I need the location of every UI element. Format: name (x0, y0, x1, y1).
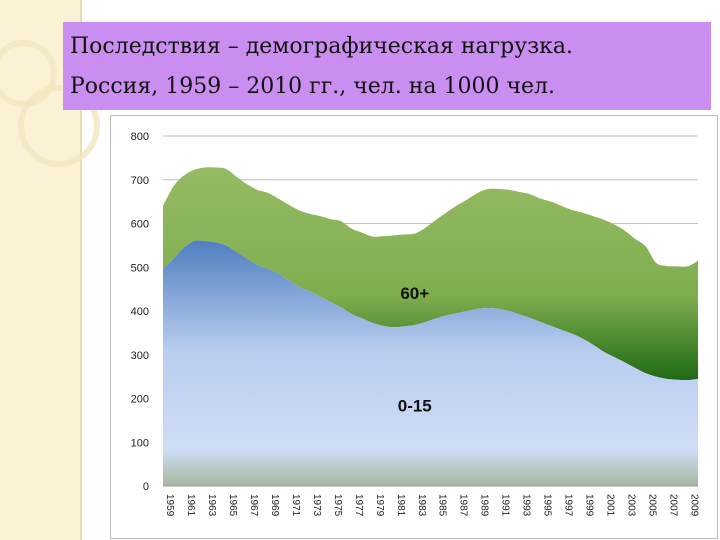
chart-frame: 0 100 200 300 400 500 600 700 800 1959 1961 1963 196… (110, 115, 718, 539)
x-tick-label: 1997 (563, 494, 574, 517)
x-tick-label: 1999 (584, 494, 595, 517)
y-tick-label: 400 (131, 306, 149, 318)
x-tick-label: 1967 (248, 494, 259, 517)
x-tick-label: 1983 (416, 494, 427, 517)
y-tick-label: 500 (131, 262, 149, 274)
annotation-60-plus: 60+ (400, 284, 429, 303)
x-tick-label: 1993 (521, 494, 532, 517)
y-tick-label: 200 (131, 394, 149, 406)
x-tick-label: 2001 (605, 494, 616, 517)
x-tick-label: 1987 (458, 494, 469, 517)
stacked-area-chart: 0 100 200 300 400 500 600 700 800 1959 1961 1963 196… (131, 131, 700, 517)
x-tick-label: 1991 (500, 494, 511, 517)
x-tick-label: 1989 (479, 494, 490, 517)
decorative-circle (18, 85, 100, 167)
x-tick-label: 1959 (164, 494, 175, 517)
x-tick-label: 1973 (311, 494, 322, 517)
y-tick-label: 700 (131, 175, 149, 187)
title-banner (63, 22, 711, 110)
x-tick-label: 2005 (647, 494, 658, 517)
y-tick-label: 300 (131, 350, 149, 362)
slide-title-line-2: Россия, 1959 – 2010 гг., чел. на 1000 че… (70, 74, 556, 99)
y-tick-label: 0 (143, 481, 149, 493)
x-tick-label: 2003 (626, 494, 637, 517)
y-tick-label: 600 (131, 219, 149, 231)
x-tick-label: 1975 (332, 494, 343, 517)
x-tick-label: 1965 (227, 494, 238, 517)
x-tick-label: 2009 (689, 494, 700, 517)
x-tick-label: 1979 (374, 494, 385, 517)
x-tick-label: 1963 (206, 494, 217, 517)
slide-title-line-1: Последствия – демографическая нагрузка. (70, 34, 574, 59)
x-tick-label: 1971 (290, 494, 301, 517)
x-tick-label: 1995 (542, 494, 553, 517)
x-tick-label: 2007 (668, 494, 679, 517)
y-tick-label: 100 (131, 437, 149, 449)
x-tick-label: 1977 (353, 494, 364, 517)
x-tick-label: 1969 (269, 494, 280, 517)
area-series-0-15 (163, 240, 698, 486)
x-tick-label: 1981 (395, 494, 406, 517)
x-tick-label: 1961 (185, 494, 196, 517)
decorative-circle (0, 40, 57, 107)
annotation-0-15: 0-15 (398, 397, 432, 416)
area-series-60-plus (163, 167, 698, 381)
x-tick-label: 1985 (437, 494, 448, 517)
y-tick-label: 800 (131, 131, 149, 143)
